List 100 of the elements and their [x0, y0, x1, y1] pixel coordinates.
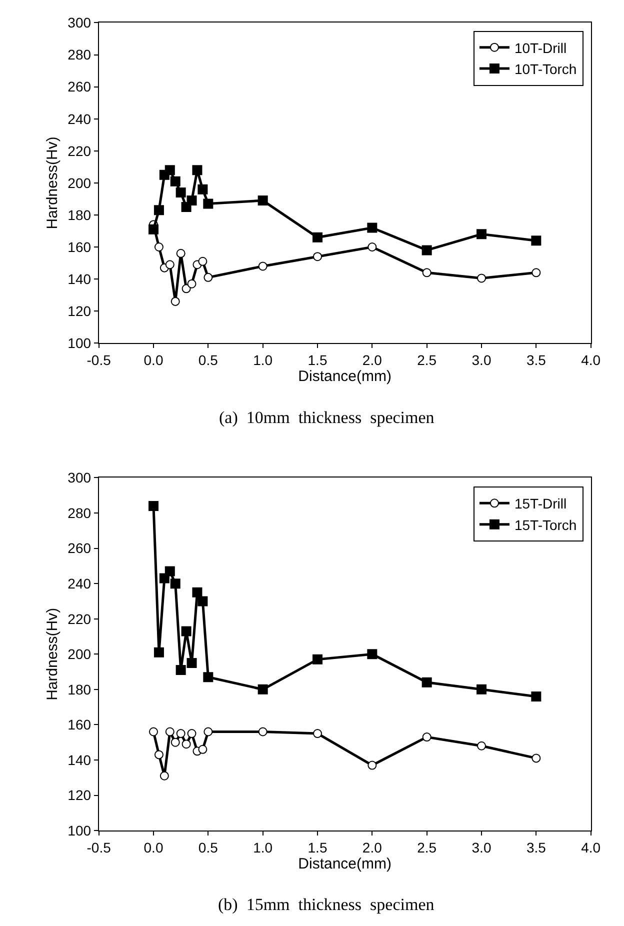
x-axis-title: Distance(mm) — [298, 855, 392, 872]
point — [368, 242, 377, 252]
legend-label: 10T-Drill — [514, 40, 567, 56]
point — [154, 242, 164, 252]
y-tick-label: 120 — [68, 302, 92, 319]
x-tick-label: 2.0 — [362, 352, 382, 368]
point — [182, 284, 191, 294]
y-tick-label: 300 — [68, 470, 92, 486]
point — [203, 198, 214, 209]
y-tick-label: 300 — [68, 14, 92, 31]
point — [204, 727, 213, 736]
legend-label: 15T-Torch — [514, 516, 577, 533]
text: (b) 15mm thickness specimen — [218, 895, 435, 914]
point — [170, 578, 180, 589]
y-tick-label: 240 — [68, 575, 92, 592]
y-tick-label: 280 — [68, 504, 92, 521]
point — [258, 727, 268, 736]
x-axis-title: Distance(mm) — [298, 368, 392, 385]
point — [313, 252, 322, 262]
point — [148, 224, 158, 234]
y-tick-label: 140 — [68, 752, 92, 768]
point — [368, 760, 377, 770]
point — [148, 500, 158, 511]
point — [422, 268, 432, 278]
y-tick-label: 180 — [68, 206, 92, 223]
point — [198, 596, 208, 606]
point — [186, 196, 197, 206]
point — [170, 296, 180, 306]
y-tick-label: 160 — [68, 716, 92, 733]
x-tick-label: 4.0 — [581, 839, 601, 856]
point — [532, 268, 541, 278]
point — [176, 188, 186, 198]
point — [476, 229, 487, 240]
point — [170, 176, 180, 186]
point — [149, 727, 158, 736]
x-tick-label: 0.5 — [198, 839, 218, 856]
point — [422, 677, 432, 688]
point — [182, 740, 191, 749]
x-tick-label: -0.5 — [86, 352, 112, 368]
y-axis-title: Hardness(Hv) — [44, 608, 61, 700]
point — [203, 672, 214, 682]
point — [164, 566, 175, 576]
point — [187, 729, 196, 738]
y-tick-label: 100 — [68, 335, 92, 352]
y-tick-label: 200 — [68, 174, 92, 191]
x-tick-label: 2.5 — [417, 839, 437, 856]
x-tick-label: 1.0 — [253, 352, 273, 368]
text: (a) 10mm thickness specimen — [219, 408, 435, 427]
point — [176, 248, 186, 258]
y-tick-label: 180 — [68, 681, 92, 698]
point — [477, 274, 486, 283]
legend-label: 15T-Drill — [514, 496, 567, 512]
point — [159, 573, 170, 584]
y-tick-label: 260 — [68, 540, 92, 556]
y-tick-label: 120 — [68, 787, 92, 804]
y-tick-label: 260 — [68, 78, 92, 95]
y-tick-label: 240 — [68, 110, 92, 127]
x-tick-label: 2.0 — [362, 839, 382, 856]
y-tick-label: 160 — [68, 238, 92, 255]
y-tick-label: 140 — [68, 270, 92, 287]
point — [258, 262, 268, 271]
x-tick-label: 3.5 — [526, 839, 546, 856]
point — [258, 684, 268, 694]
point — [165, 727, 174, 736]
x-tick-label: 0.0 — [144, 839, 164, 856]
point — [192, 165, 202, 176]
point — [422, 732, 432, 742]
x-tick-label: 1.0 — [253, 839, 273, 856]
point — [192, 587, 202, 598]
y-tick-label: 200 — [68, 646, 92, 662]
point — [176, 665, 186, 676]
x-tick-label: 3.0 — [472, 352, 492, 368]
point — [198, 256, 208, 266]
point — [313, 729, 322, 738]
y-tick-label: 280 — [68, 46, 92, 63]
point — [154, 750, 164, 760]
x-tick-label: 4.0 — [581, 352, 601, 368]
point — [312, 232, 323, 242]
point — [198, 744, 208, 754]
point — [477, 741, 486, 750]
point — [170, 738, 180, 747]
point — [165, 260, 174, 270]
point — [312, 654, 323, 664]
x-tick-label: 1.5 — [308, 352, 328, 368]
point — [154, 647, 164, 658]
point — [181, 626, 192, 636]
x-tick-label: -0.5 — [86, 839, 112, 856]
y-tick-label: 100 — [68, 822, 92, 838]
point — [164, 165, 175, 176]
point — [367, 649, 378, 660]
point — [476, 684, 487, 694]
y-tick-label: 220 — [68, 610, 92, 627]
y-axis-title: Hardness(Hv) — [44, 136, 61, 230]
point — [531, 691, 542, 702]
x-tick-label: 0.5 — [198, 352, 218, 368]
point — [204, 272, 213, 282]
x-tick-label: 3.0 — [472, 839, 492, 856]
point — [154, 205, 164, 216]
point — [531, 236, 542, 246]
legend-label: 10T-Torch — [514, 61, 577, 78]
